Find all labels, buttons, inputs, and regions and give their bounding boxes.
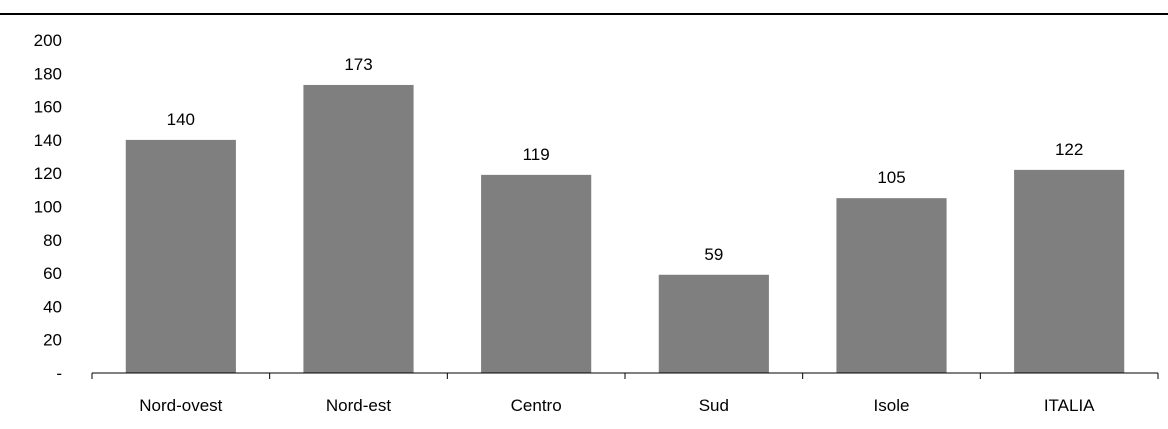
y-tick-label: 180 <box>34 64 62 83</box>
x-axis-ticks <box>91 373 1159 379</box>
y-tick-label: 20 <box>43 331 62 350</box>
y-tick-label: 60 <box>43 264 62 283</box>
bars <box>125 84 1125 373</box>
y-tick-label: 200 <box>34 31 62 50</box>
data-label: 59 <box>704 245 723 264</box>
data-label: 105 <box>877 168 905 187</box>
data-label: 140 <box>167 110 195 129</box>
bar <box>1014 169 1125 373</box>
y-tick-label: 100 <box>34 198 62 217</box>
y-tick-label: 160 <box>34 98 62 117</box>
bar <box>303 84 414 373</box>
bar <box>658 274 769 373</box>
category-label: Nord-ovest <box>139 396 222 415</box>
bar <box>125 139 236 373</box>
bar <box>836 198 947 373</box>
data-label: 119 <box>523 145 550 164</box>
y-tick-label: 80 <box>43 231 62 250</box>
category-label: Nord-est <box>326 396 391 415</box>
bar <box>481 174 592 373</box>
y-tick-label: 140 <box>34 131 62 150</box>
category-label: ITALIA <box>1044 396 1095 415</box>
y-axis-tick-labels: - 20 40 60 80 100 120 140 160 180 200 <box>34 31 62 383</box>
data-label: 122 <box>1055 140 1083 159</box>
data-labels: 140 173 119 59 105 122 <box>167 55 1084 264</box>
y-tick-label: 40 <box>43 297 62 316</box>
category-label: Isole <box>874 396 910 415</box>
y-tick-label: - <box>56 364 62 383</box>
y-tick-label: 120 <box>34 164 62 183</box>
category-label: Centro <box>511 396 562 415</box>
category-labels: Nord-ovest Nord-est Centro Sud Isole ITALIA <box>139 396 1095 415</box>
data-label: 173 <box>344 55 372 74</box>
category-label: Sud <box>699 396 729 415</box>
